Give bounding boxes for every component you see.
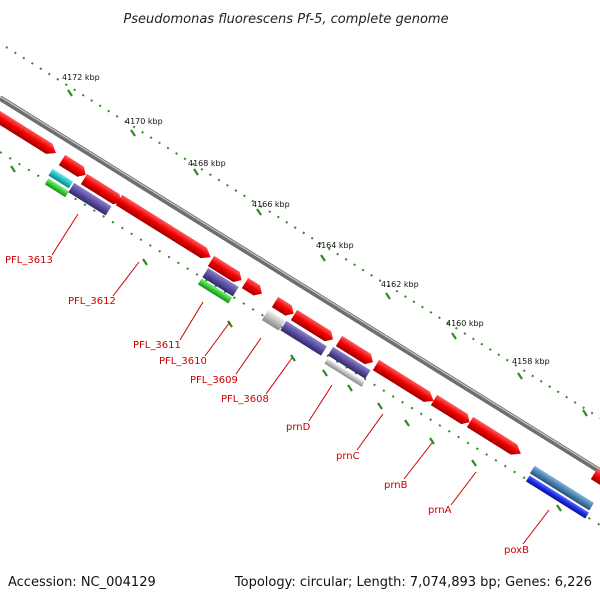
- cds-arrow[interactable]: [372, 359, 437, 406]
- gene-label[interactable]: prnD: [286, 422, 311, 433]
- inner-major-ticks: [10, 165, 562, 512]
- topology-text: Topology: circular; Length: 7,074,893 bp…: [234, 575, 592, 590]
- cog-bar: [48, 168, 74, 189]
- cog-bar: [202, 267, 239, 297]
- tick-label: 4170 kbp: [125, 117, 163, 126]
- cog-bar: [261, 309, 286, 331]
- tick-label: 4172 kbp: [62, 73, 100, 82]
- gene-label[interactable]: prnB: [384, 480, 408, 491]
- cog-bar: [327, 346, 371, 379]
- tick-label: 4164 kbp: [316, 241, 354, 250]
- gene-label[interactable]: prnA: [428, 505, 452, 516]
- gene-label[interactable]: PFL_3613: [5, 255, 53, 266]
- cog-bar: [529, 465, 595, 511]
- gene-label[interactable]: PFL_3611: [133, 340, 181, 351]
- gene-label[interactable]: PFL_3612: [68, 296, 116, 307]
- cog-bar: [68, 182, 112, 216]
- gene-label[interactable]: poxB: [504, 545, 529, 556]
- cog-bar: [197, 278, 233, 304]
- cds-arrow[interactable]: [115, 194, 214, 262]
- cds-arrow[interactable]: [466, 416, 524, 459]
- cds-arrow[interactable]: [241, 277, 265, 299]
- accession-text: Accession: NC_004129: [8, 575, 156, 590]
- cds-arrow[interactable]: [590, 468, 600, 490]
- cds-arrow[interactable]: [430, 394, 473, 427]
- cds-arrow[interactable]: [207, 255, 245, 285]
- cog-bar: [44, 178, 69, 198]
- outer-dotted-ring: [5, 46, 600, 419]
- cds-arrow[interactable]: [335, 335, 376, 367]
- scale-labels: 4172 kbp 4170 kbp 4168 kbp 4166 kbp 4164…: [62, 73, 550, 366]
- cog-bar: [525, 475, 589, 519]
- cds-arrow[interactable]: [0, 109, 59, 158]
- cog-bar: [280, 320, 327, 356]
- backbone: [0, 95, 600, 474]
- cog-bars: [44, 168, 595, 519]
- tick-label: 4160 kbp: [446, 319, 484, 328]
- outer-major-ticks: [67, 89, 588, 417]
- gene-label[interactable]: PFL_3609: [190, 375, 238, 386]
- tick-label: 4168 kbp: [188, 159, 226, 168]
- label-leaders: [51, 213, 550, 545]
- cds-arrow[interactable]: [80, 173, 125, 207]
- cds-forward: [0, 109, 600, 490]
- cds-arrow[interactable]: [271, 296, 297, 319]
- gene-label[interactable]: PFL_3608: [221, 394, 269, 405]
- cog-bar: [324, 358, 365, 387]
- gene-labels: PFL_3613 PFL_3612 PFL_3611 PFL_3610 PFL_…: [5, 255, 529, 556]
- map-title: Pseudomonas fluorescens Pf-5, complete g…: [123, 12, 448, 27]
- gene-label[interactable]: prnC: [336, 451, 360, 462]
- tick-label: 4158 kbp: [512, 357, 550, 366]
- tick-label: 4162 kbp: [381, 280, 419, 289]
- tick-label: 4166 kbp: [252, 200, 290, 209]
- cds-arrow[interactable]: [58, 154, 89, 180]
- cds-arrow[interactable]: [290, 309, 336, 345]
- gene-label[interactable]: PFL_3610: [159, 356, 207, 367]
